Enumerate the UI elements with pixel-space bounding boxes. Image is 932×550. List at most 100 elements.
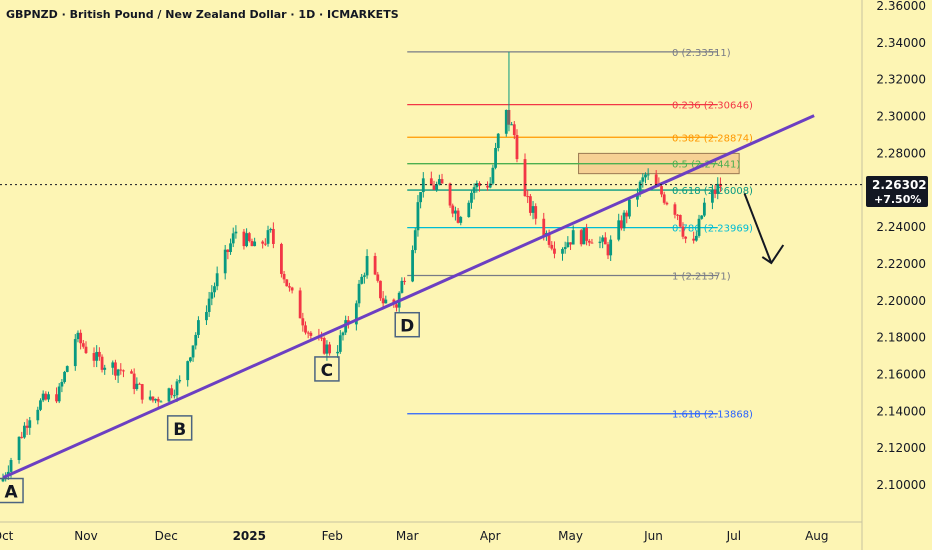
candle-body	[17, 436, 21, 461]
candle-body	[694, 235, 698, 241]
candle-body	[692, 238, 696, 241]
candle-body	[432, 185, 436, 190]
candle-body	[320, 337, 323, 339]
candle-body	[44, 393, 48, 400]
candle-body	[494, 148, 497, 168]
candle-body	[271, 228, 275, 244]
x-tick-label: Dec	[155, 529, 178, 543]
candle-body	[697, 218, 701, 236]
candle-body	[138, 383, 141, 385]
candle-body	[582, 228, 586, 245]
candle-body	[261, 241, 265, 244]
candle-body	[328, 344, 331, 354]
x-tick-label: Jul	[726, 529, 741, 543]
candle-body	[496, 133, 500, 149]
candle-body	[459, 217, 463, 223]
candle-body	[579, 230, 583, 245]
candle-body	[512, 124, 516, 136]
forecast-arrow-head	[761, 244, 785, 265]
candle-body	[354, 303, 358, 325]
candle-body	[641, 177, 645, 182]
candle-body	[250, 240, 254, 247]
candle-body	[563, 247, 567, 250]
candle-body	[253, 241, 257, 247]
trendline	[2, 114, 815, 480]
candle-body	[702, 202, 706, 216]
point-label-box	[0, 477, 24, 504]
candle-body	[437, 179, 441, 185]
candle-body	[413, 230, 417, 251]
candle-body	[716, 183, 720, 194]
candle-body	[122, 370, 125, 372]
candle-body	[684, 236, 688, 239]
x-tick-label: Nov	[74, 529, 97, 543]
point-label-box	[314, 356, 340, 382]
candle-body	[188, 357, 192, 362]
fib-level-label: 0.236 (2.30646)	[672, 101, 753, 112]
candle-body	[135, 383, 139, 390]
candle-body	[215, 273, 219, 287]
candle-body	[585, 228, 588, 241]
candle-body	[309, 332, 313, 336]
candle-body	[167, 388, 171, 402]
candle-body	[60, 381, 64, 387]
candle-body	[111, 362, 115, 368]
point-label: B	[173, 420, 186, 440]
candle-body	[175, 381, 179, 396]
candle-body	[97, 351, 101, 357]
y-tick-label: 2.24000	[876, 220, 926, 234]
candle-body	[528, 196, 532, 213]
candle-body	[140, 384, 144, 400]
y-tick-label: 2.32000	[876, 73, 926, 87]
candle-body	[603, 237, 607, 245]
candle-body	[28, 420, 32, 428]
candle-body	[467, 202, 471, 218]
candle-body	[322, 338, 326, 354]
candle-body	[662, 194, 666, 203]
candle-body	[92, 353, 96, 361]
forecast-arrow	[743, 193, 773, 264]
point-label: A	[4, 483, 18, 503]
candle-body	[566, 242, 570, 248]
candle-body	[622, 212, 626, 229]
candle-body	[186, 361, 190, 381]
candle-body	[587, 240, 591, 243]
candle-body	[301, 318, 305, 326]
candle-body	[601, 237, 605, 242]
candle-body	[606, 244, 610, 256]
candle-body	[628, 199, 631, 217]
candle-body	[191, 345, 195, 358]
candle-body	[116, 369, 120, 376]
x-tick-label: Apr	[480, 529, 501, 543]
candle-body	[226, 249, 230, 253]
candle-body	[338, 335, 342, 352]
candle-body	[81, 343, 85, 347]
x-tick-label: May	[558, 529, 583, 543]
candle-body	[298, 290, 302, 319]
candle-body	[488, 183, 492, 188]
candle-body	[542, 218, 546, 237]
candle-body	[534, 206, 538, 219]
candle-body	[103, 367, 107, 370]
candle-body	[194, 334, 198, 346]
candle-body	[553, 248, 556, 254]
fib-level-label: 0 (2.33511)	[672, 48, 731, 59]
candle-body	[429, 178, 433, 186]
x-tick-label: 2025	[233, 529, 266, 543]
candle-body	[379, 280, 382, 299]
point-label-box	[394, 311, 420, 338]
candle-body	[403, 280, 406, 282]
candle-body	[416, 202, 420, 231]
candle-body	[47, 394, 50, 400]
candle-body	[213, 286, 216, 293]
candle-body	[454, 210, 457, 214]
candle-body	[282, 273, 286, 280]
fib-level-label: 1.618 (2.13868)	[672, 410, 753, 421]
candle-body	[673, 204, 677, 215]
candle-body	[242, 231, 246, 247]
candle-body	[306, 332, 310, 334]
candle-body	[269, 228, 273, 231]
candle-body	[711, 190, 714, 203]
candle-body	[681, 226, 685, 237]
